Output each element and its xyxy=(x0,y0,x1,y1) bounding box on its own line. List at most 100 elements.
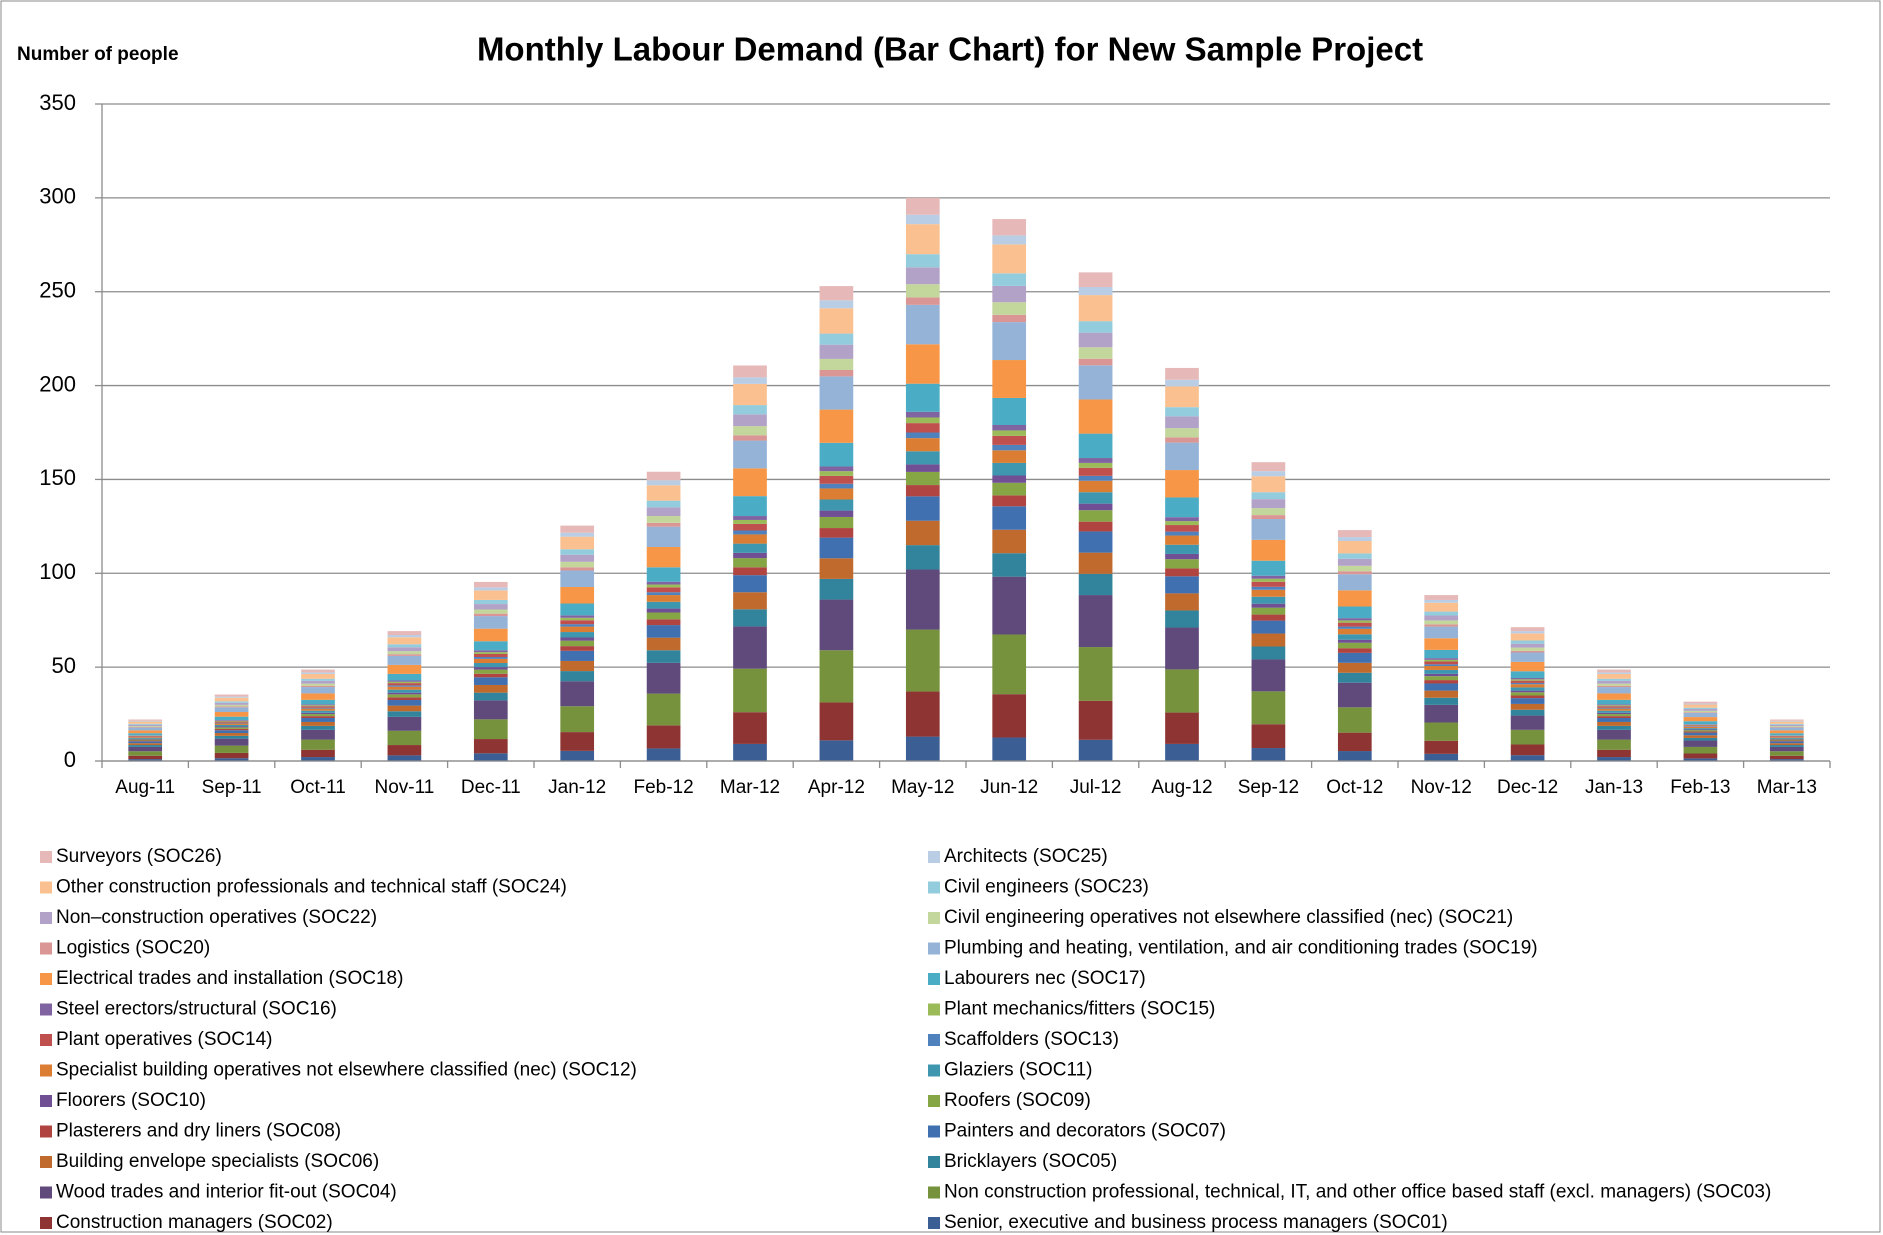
bar-segment xyxy=(733,567,767,576)
bar-segment xyxy=(1337,553,1372,559)
bar-segment xyxy=(1510,682,1545,685)
bar-segment xyxy=(1424,666,1459,670)
legend-label: Senior, executive and business process m… xyxy=(944,1212,1448,1233)
bar-segment xyxy=(1424,676,1459,681)
bar-segment xyxy=(733,414,767,427)
bar-segment xyxy=(387,644,422,648)
bar-segment xyxy=(1769,723,1804,725)
bar-segment xyxy=(560,617,595,621)
bar-segment xyxy=(905,344,940,384)
bar-segment xyxy=(473,753,508,761)
bar-segment xyxy=(905,214,940,225)
bar-segment xyxy=(1251,614,1286,621)
bar-segment xyxy=(1337,620,1372,623)
bar-segment xyxy=(819,599,854,651)
bar-segment xyxy=(128,738,163,740)
bar-segment xyxy=(1424,658,1459,660)
x-tick-label: Apr-12 xyxy=(808,777,865,798)
legend-label: Civil engineers (SOC23) xyxy=(944,877,1149,898)
bar-segment xyxy=(992,322,1027,361)
bar-segment xyxy=(128,755,163,760)
bar-segment xyxy=(214,707,249,713)
bar-segment xyxy=(1424,740,1459,754)
bar-segment xyxy=(646,748,681,761)
bar-segment xyxy=(646,595,681,602)
bar-segment xyxy=(733,440,767,469)
bar-segment xyxy=(1683,726,1718,727)
bar-segment xyxy=(905,383,940,412)
bar-segment xyxy=(905,297,940,305)
legend-swatch xyxy=(40,1003,52,1016)
bar-segment xyxy=(646,485,681,501)
bar-segment xyxy=(301,705,335,707)
bar-segment xyxy=(733,365,767,378)
bar-segment xyxy=(1078,739,1113,761)
bar-segment xyxy=(473,684,508,693)
bar-segment xyxy=(387,681,422,684)
legend-swatch xyxy=(40,1217,52,1229)
bar-segment xyxy=(1251,581,1286,587)
bar-segment xyxy=(992,482,1027,496)
bar-segment xyxy=(301,693,335,700)
bar-segment xyxy=(733,516,767,520)
bar-segment xyxy=(1337,652,1372,663)
bar-segment xyxy=(214,696,249,698)
bar-segment xyxy=(819,702,854,741)
bar-segment xyxy=(1769,743,1804,746)
bar-segment xyxy=(1683,758,1718,761)
y-tick-label: 100 xyxy=(39,559,76,584)
legend-swatch xyxy=(928,1156,940,1168)
bar-segment xyxy=(1165,535,1199,545)
bar-segment xyxy=(1337,751,1372,761)
bar-segment xyxy=(1597,707,1631,709)
bar-segment xyxy=(1769,736,1804,737)
bar-segment xyxy=(1769,727,1804,731)
bar-segment xyxy=(560,640,595,647)
bar-segment xyxy=(1769,746,1804,752)
bar-segment xyxy=(905,545,940,570)
bar-segment xyxy=(560,620,595,625)
bar-segment xyxy=(646,662,681,694)
bar-segment xyxy=(905,432,940,439)
bar-segment xyxy=(1251,560,1286,576)
bar-segment xyxy=(1251,471,1286,477)
bar-segment xyxy=(387,699,422,706)
legend-swatch xyxy=(928,1095,940,1107)
bar-segment xyxy=(819,537,854,559)
bar-segment xyxy=(1078,531,1113,553)
bar-segment xyxy=(301,757,335,761)
bar-segment xyxy=(646,608,681,613)
bar-segment xyxy=(128,719,163,721)
x-tick-label: Dec-11 xyxy=(461,777,521,798)
bar-segment xyxy=(473,613,508,617)
bar-segment xyxy=(905,629,940,692)
bar-segment xyxy=(646,587,681,593)
bar-segment xyxy=(1424,690,1459,698)
bar-segment xyxy=(1597,718,1631,722)
bar-segment xyxy=(214,724,249,727)
bar-segment xyxy=(1251,586,1286,590)
bar-segment xyxy=(1337,634,1372,640)
bar-segment xyxy=(733,377,767,384)
bar-segment xyxy=(1078,332,1113,348)
bar-segment xyxy=(646,516,681,523)
bar-segment xyxy=(560,660,595,672)
legend-label: Plasterers and dry liners (SOC08) xyxy=(56,1121,341,1142)
bar-segment xyxy=(473,719,508,740)
bar-segment xyxy=(1251,596,1286,604)
bar-segment xyxy=(1769,737,1804,739)
bar-segment xyxy=(819,510,854,517)
bar-segment xyxy=(301,683,335,686)
bar-segment xyxy=(819,442,854,467)
bar-segment xyxy=(1510,679,1545,681)
x-tick-label: Sep-11 xyxy=(202,777,262,798)
bar-segment xyxy=(992,694,1027,738)
bar-segment xyxy=(905,411,940,418)
bar-segment xyxy=(128,727,163,728)
bar-segment xyxy=(733,496,767,517)
bar-segment xyxy=(905,485,940,497)
bar-segment xyxy=(905,691,940,737)
x-tick-label: Dec-12 xyxy=(1497,777,1558,798)
bar-segment xyxy=(1597,685,1631,688)
